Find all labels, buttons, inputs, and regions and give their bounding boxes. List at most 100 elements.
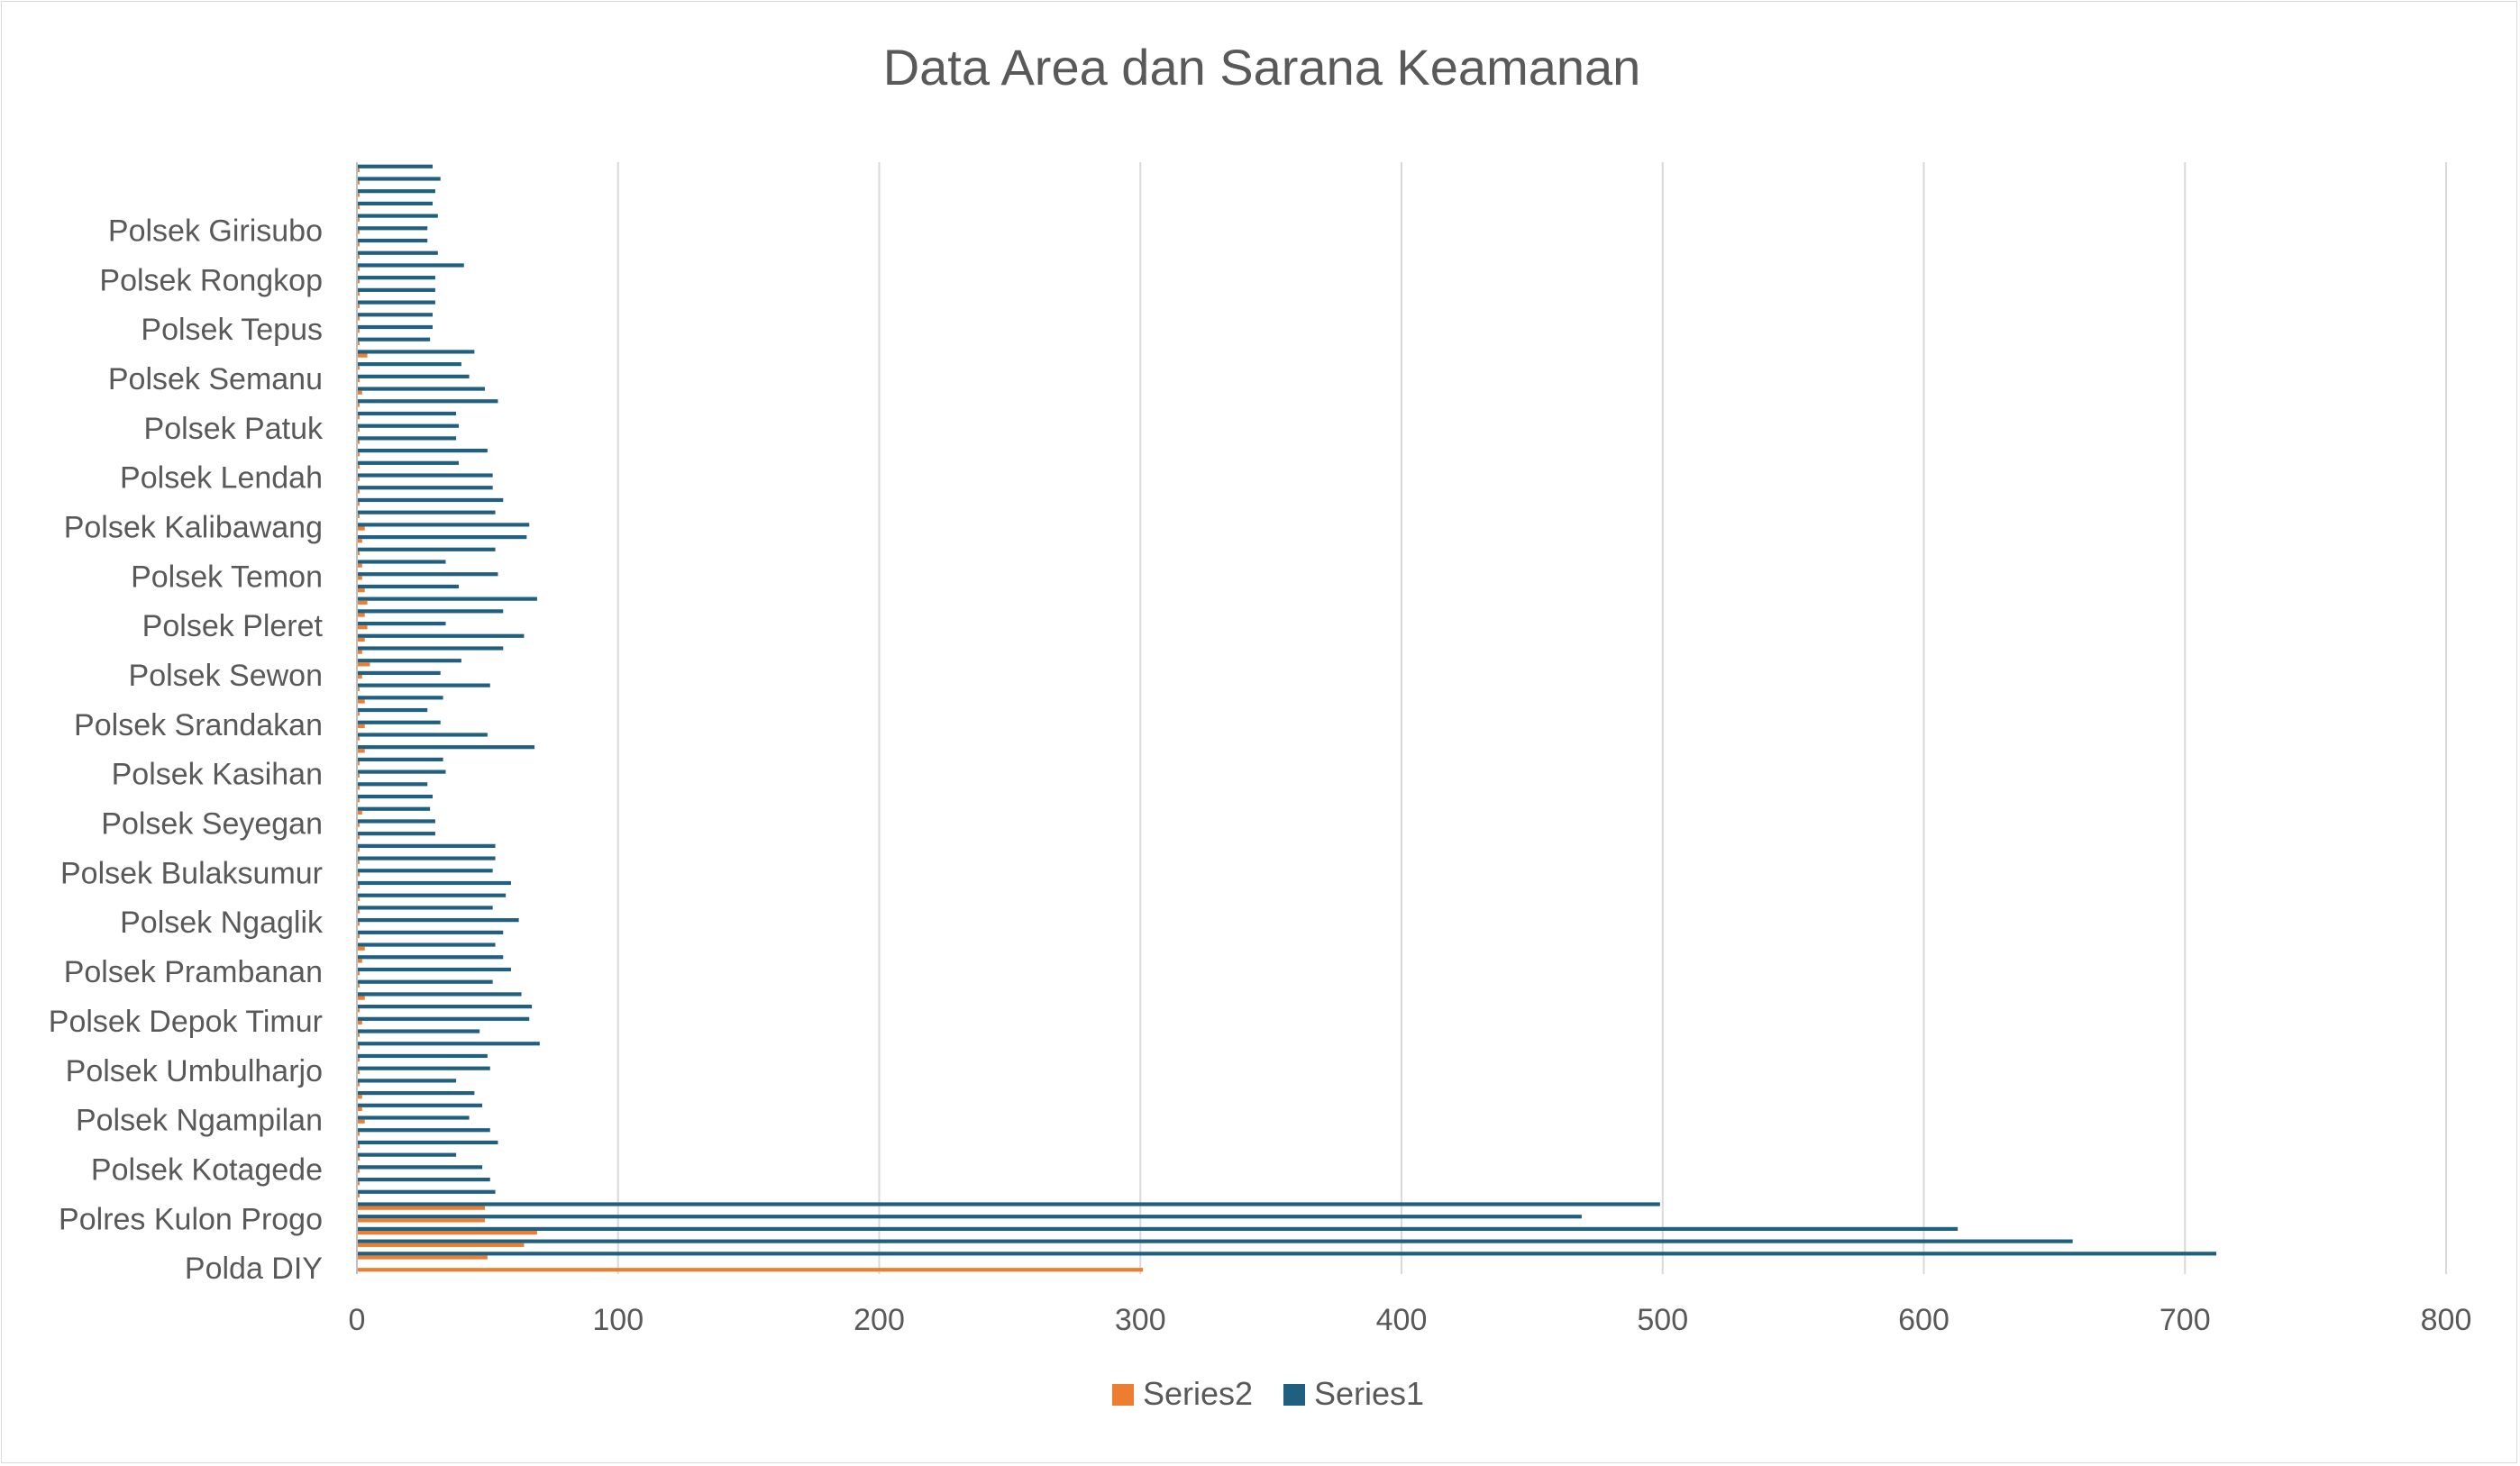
bar-series2 (357, 996, 365, 1000)
bar-series2 (357, 1070, 360, 1074)
legend-label-series1: Series1 (1314, 1375, 1424, 1412)
bar-series2 (357, 588, 365, 593)
bar-series1 (357, 226, 428, 231)
bar-series1 (357, 510, 496, 514)
bar-series1 (357, 646, 504, 651)
bar-series1 (357, 486, 493, 490)
bar-series1 (357, 473, 493, 478)
bar-series2 (357, 897, 360, 902)
x-tick-label: 0 (349, 1303, 366, 1337)
category-label: Polsek Girisubo (108, 214, 323, 248)
bar-series2 (357, 1008, 360, 1013)
legend[interactable]: Series2 Series1 (1112, 1375, 1424, 1412)
x-tick-label: 600 (1898, 1303, 1949, 1337)
category-label: Polsek Kasihan (112, 758, 323, 792)
bar-series2 (357, 823, 360, 827)
bar-series2 (357, 1045, 360, 1050)
bar-series1 (357, 1079, 457, 1083)
x-tick-label: 100 (592, 1303, 644, 1337)
bar-series1 (357, 436, 457, 441)
bar-series1 (357, 362, 461, 367)
bar-series1 (357, 387, 485, 391)
bar-series2 (357, 885, 360, 889)
bar-series1 (357, 1066, 490, 1070)
bar-series2 (357, 180, 360, 185)
bar-series1 (357, 276, 435, 280)
bar-series2 (357, 1033, 360, 1037)
bar-series2 (357, 1156, 360, 1161)
x-tick-label: 400 (1376, 1303, 1428, 1337)
bar-series2 (357, 773, 360, 778)
bar-series2 (357, 786, 360, 790)
bar-series2 (357, 1132, 360, 1136)
bar-series2 (357, 909, 360, 914)
bar-series1 (357, 832, 435, 836)
bar-series2 (357, 736, 360, 741)
category-label: Polsek Tepus (141, 313, 323, 347)
bar-series2 (357, 366, 360, 370)
bar-series2 (357, 1095, 362, 1099)
bar-series2 (357, 847, 360, 852)
bar-series1 (357, 1189, 496, 1194)
bar-series2 (357, 563, 362, 568)
bar-series1 (357, 250, 438, 255)
bar-series1 (357, 1005, 533, 1009)
category-labels: Polda DIY Polres Kulon Progo Polsek Kotage… (49, 214, 324, 1286)
bar-series2 (357, 835, 360, 840)
bar-series1 (357, 523, 530, 527)
bar-series1 (357, 572, 498, 577)
bar-series1 (357, 164, 434, 168)
bar-series1 (357, 287, 435, 292)
category-label: Polsek Rongkop (99, 263, 323, 297)
bar-series1 (357, 869, 493, 873)
bar-series1 (357, 534, 527, 540)
bar-series2 (357, 514, 360, 518)
bar-series2 (357, 502, 360, 506)
bar-series2 (357, 798, 360, 803)
bar-series2 (357, 464, 360, 469)
bar-series1 (357, 374, 470, 378)
bar-series1 (357, 596, 537, 601)
bar-series1 (357, 201, 434, 205)
bar-series2 (357, 193, 360, 197)
bar-series2 (357, 1181, 360, 1186)
category-label: Polsek Seyegan (101, 807, 323, 842)
bar-series2 (357, 1144, 360, 1149)
category-label: Polsek Semanu (108, 362, 323, 396)
bar-series1 (357, 1029, 480, 1033)
bar-series2 (357, 675, 362, 679)
bar-series1 (357, 1152, 457, 1157)
bar-series2 (357, 625, 368, 630)
bar-series1 (357, 1202, 1660, 1206)
bar-series2 (357, 341, 360, 346)
bar-series1 (357, 893, 507, 897)
category-label: Polsek Ngaglik (120, 906, 324, 940)
bar-series1 (357, 300, 435, 305)
bar-series2 (357, 872, 360, 877)
bar-series1 (357, 918, 519, 923)
bar-series1 (357, 449, 488, 453)
category-label: Polsek Srandakan (74, 708, 323, 742)
bar-series1 (357, 670, 441, 676)
bar-series2 (357, 378, 360, 383)
bar-series2 (357, 304, 360, 308)
bar-series1 (357, 350, 475, 354)
bar-series1 (357, 1128, 490, 1133)
bar-series2 (357, 1193, 360, 1198)
bar-series2 (357, 526, 365, 531)
bar-series1 (357, 967, 511, 972)
bar-series2 (357, 1268, 1144, 1272)
category-label: Polsek Pleret (142, 609, 324, 643)
bar-series1 (357, 843, 496, 848)
bar-series2 (357, 983, 360, 988)
bar-series2 (357, 353, 368, 358)
bar-series2 (357, 946, 365, 951)
bar-series2 (357, 922, 360, 926)
bar-series2 (357, 267, 360, 271)
bar-series1 (357, 547, 496, 551)
bar-series2 (357, 1119, 365, 1124)
bar-series1 (357, 1103, 483, 1107)
category-label: Polsek Kalibawang (64, 510, 323, 544)
bar-series1 (357, 1239, 2073, 1243)
